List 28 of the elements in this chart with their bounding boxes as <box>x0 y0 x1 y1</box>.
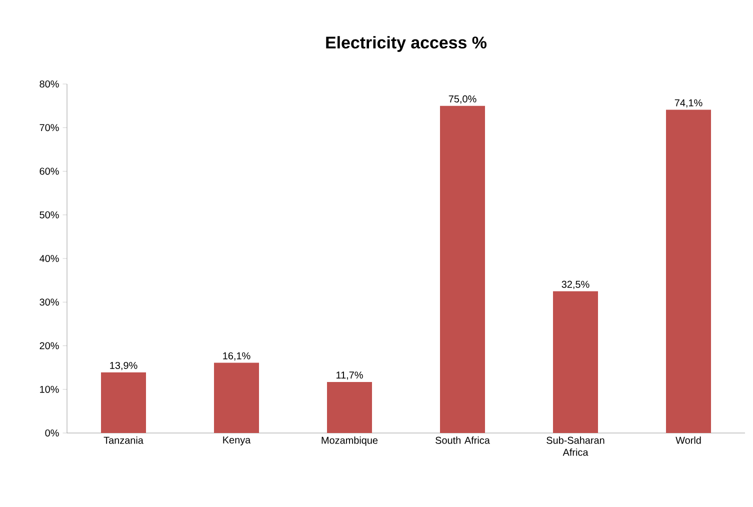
data-label: 16,1% <box>223 352 250 361</box>
y-tick-label: 60% <box>40 168 59 175</box>
data-label: 13,9% <box>110 362 138 370</box>
bar <box>327 382 372 433</box>
y-tick-label: 50% <box>40 211 59 218</box>
y-tick-label: 30% <box>40 298 59 306</box>
x-tick-label: Tanzania <box>104 436 144 444</box>
chart-title: Electricity access % <box>326 36 486 52</box>
y-tick-label: 40% <box>40 254 59 262</box>
x-tick-label: Kenya <box>223 436 251 446</box>
bar <box>101 372 146 433</box>
bar <box>666 110 712 433</box>
x-tick-label: Sub-Saharan Africa <box>546 436 604 456</box>
y-tick-label: 80% <box>40 80 59 88</box>
data-label: 75,0% <box>448 95 476 104</box>
bar <box>214 362 260 433</box>
data-label: 74,1% <box>674 99 702 108</box>
y-tick-label: 10% <box>40 386 59 393</box>
x-tick-label: World <box>676 436 701 444</box>
bar <box>553 291 598 433</box>
y-tick-label: 20% <box>40 342 59 350</box>
bar <box>440 106 486 433</box>
data-label: 11,7% <box>336 372 363 380</box>
y-tick-label: 0% <box>45 429 59 437</box>
x-tick-label: Mozambique <box>322 436 378 446</box>
data-label: 32,5% <box>562 280 590 290</box>
y-tick-label: 70% <box>40 124 59 132</box>
x-tick-label: South Africa <box>436 436 490 444</box>
